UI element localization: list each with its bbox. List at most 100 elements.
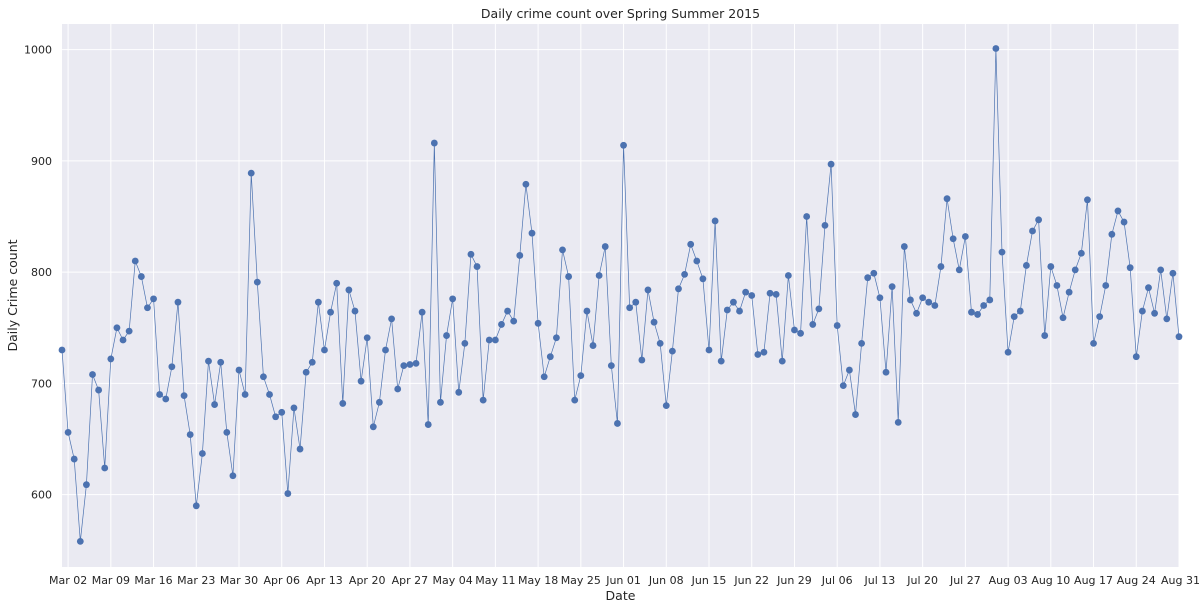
data-point <box>284 490 292 497</box>
data-point <box>162 395 170 403</box>
data-point <box>1059 314 1067 322</box>
x-tick-label: Aug 17 <box>1074 574 1113 587</box>
data-point <box>534 319 542 327</box>
data-point <box>1065 288 1073 296</box>
data-point <box>730 298 737 306</box>
data-point <box>1047 263 1055 270</box>
data-point <box>693 257 701 265</box>
x-tick-label: Aug 24 <box>1117 574 1156 587</box>
x-tick-label: Aug 10 <box>1031 574 1070 587</box>
data-point <box>528 229 536 237</box>
data-point <box>754 351 762 358</box>
y-axis-ticks: 600 700 800 900 1000 <box>24 44 52 502</box>
data-point <box>888 283 896 290</box>
data-point <box>1035 216 1043 224</box>
data-point <box>327 308 334 316</box>
data-point <box>913 309 920 317</box>
data-point <box>266 391 273 398</box>
data-point <box>1010 313 1018 321</box>
data-point <box>571 396 579 404</box>
data-point <box>253 278 261 286</box>
chart-title: Daily crime count over Spring Summer 201… <box>481 6 760 21</box>
x-tick-label: May 11 <box>475 574 515 587</box>
data-point <box>998 248 1006 256</box>
data-point <box>565 273 573 280</box>
data-point <box>1041 332 1049 339</box>
data-point <box>388 315 396 323</box>
x-tick-label: Mar 23 <box>177 574 215 587</box>
data-point <box>644 286 652 294</box>
data-point <box>1126 264 1134 272</box>
data-point <box>223 428 231 436</box>
data-point <box>76 538 84 545</box>
data-point <box>418 308 426 316</box>
data-point <box>894 418 902 426</box>
data-point <box>632 298 640 306</box>
data-point <box>137 273 145 280</box>
data-point <box>601 243 609 250</box>
data-point <box>455 388 463 396</box>
x-tick-label: May 25 <box>561 574 601 587</box>
data-point <box>150 295 157 303</box>
data-point <box>522 180 530 188</box>
data-point <box>791 326 798 334</box>
data-point <box>784 272 792 279</box>
data-point <box>217 358 225 366</box>
data-point <box>1163 315 1171 323</box>
data-point <box>107 355 115 363</box>
data-point <box>131 257 139 265</box>
data-point <box>186 431 194 438</box>
x-tick-label: Jun 29 <box>776 574 812 587</box>
data-point <box>333 279 341 287</box>
data-point <box>1016 307 1024 315</box>
data-point <box>247 169 255 177</box>
data-point <box>827 160 835 168</box>
data-point <box>668 347 676 355</box>
data-point <box>852 411 859 418</box>
data-point <box>992 45 1000 52</box>
data-point <box>705 346 713 354</box>
data-point <box>1071 266 1079 274</box>
data-point <box>479 396 487 404</box>
data-point <box>907 296 914 304</box>
data-point <box>675 285 682 293</box>
y-tick-label: 900 <box>31 155 52 168</box>
data-point <box>1029 227 1036 235</box>
data-point <box>205 357 212 365</box>
data-point <box>278 408 286 416</box>
x-tick-label: Mar 16 <box>134 574 172 587</box>
data-point <box>516 252 524 259</box>
data-point <box>1090 339 1097 347</box>
data-point <box>614 420 621 427</box>
data-point <box>797 329 804 337</box>
data-point <box>955 266 963 274</box>
data-point <box>437 398 444 406</box>
data-point <box>473 263 481 270</box>
data-point <box>925 298 933 306</box>
data-point <box>211 401 218 408</box>
data-point <box>64 428 72 436</box>
data-point <box>711 217 719 225</box>
data-point <box>314 298 322 306</box>
data-point <box>491 336 499 344</box>
data-point <box>485 336 493 344</box>
data-point <box>1132 353 1140 361</box>
data-point <box>864 274 872 282</box>
data-point <box>241 391 249 398</box>
data-point <box>412 359 420 367</box>
data-point <box>144 304 151 312</box>
data-point <box>174 298 182 306</box>
data-point <box>272 413 280 421</box>
data-point <box>1169 269 1177 277</box>
data-point <box>83 481 90 489</box>
data-point <box>949 235 957 243</box>
x-tick-label: Mar 30 <box>220 574 258 587</box>
data-point <box>583 307 591 315</box>
data-point <box>980 302 988 309</box>
data-point <box>308 358 316 366</box>
data-point <box>742 288 750 296</box>
data-point <box>1108 230 1116 238</box>
data-point <box>778 357 786 365</box>
data-point <box>870 269 878 277</box>
y-tick-label: 1000 <box>24 44 52 57</box>
